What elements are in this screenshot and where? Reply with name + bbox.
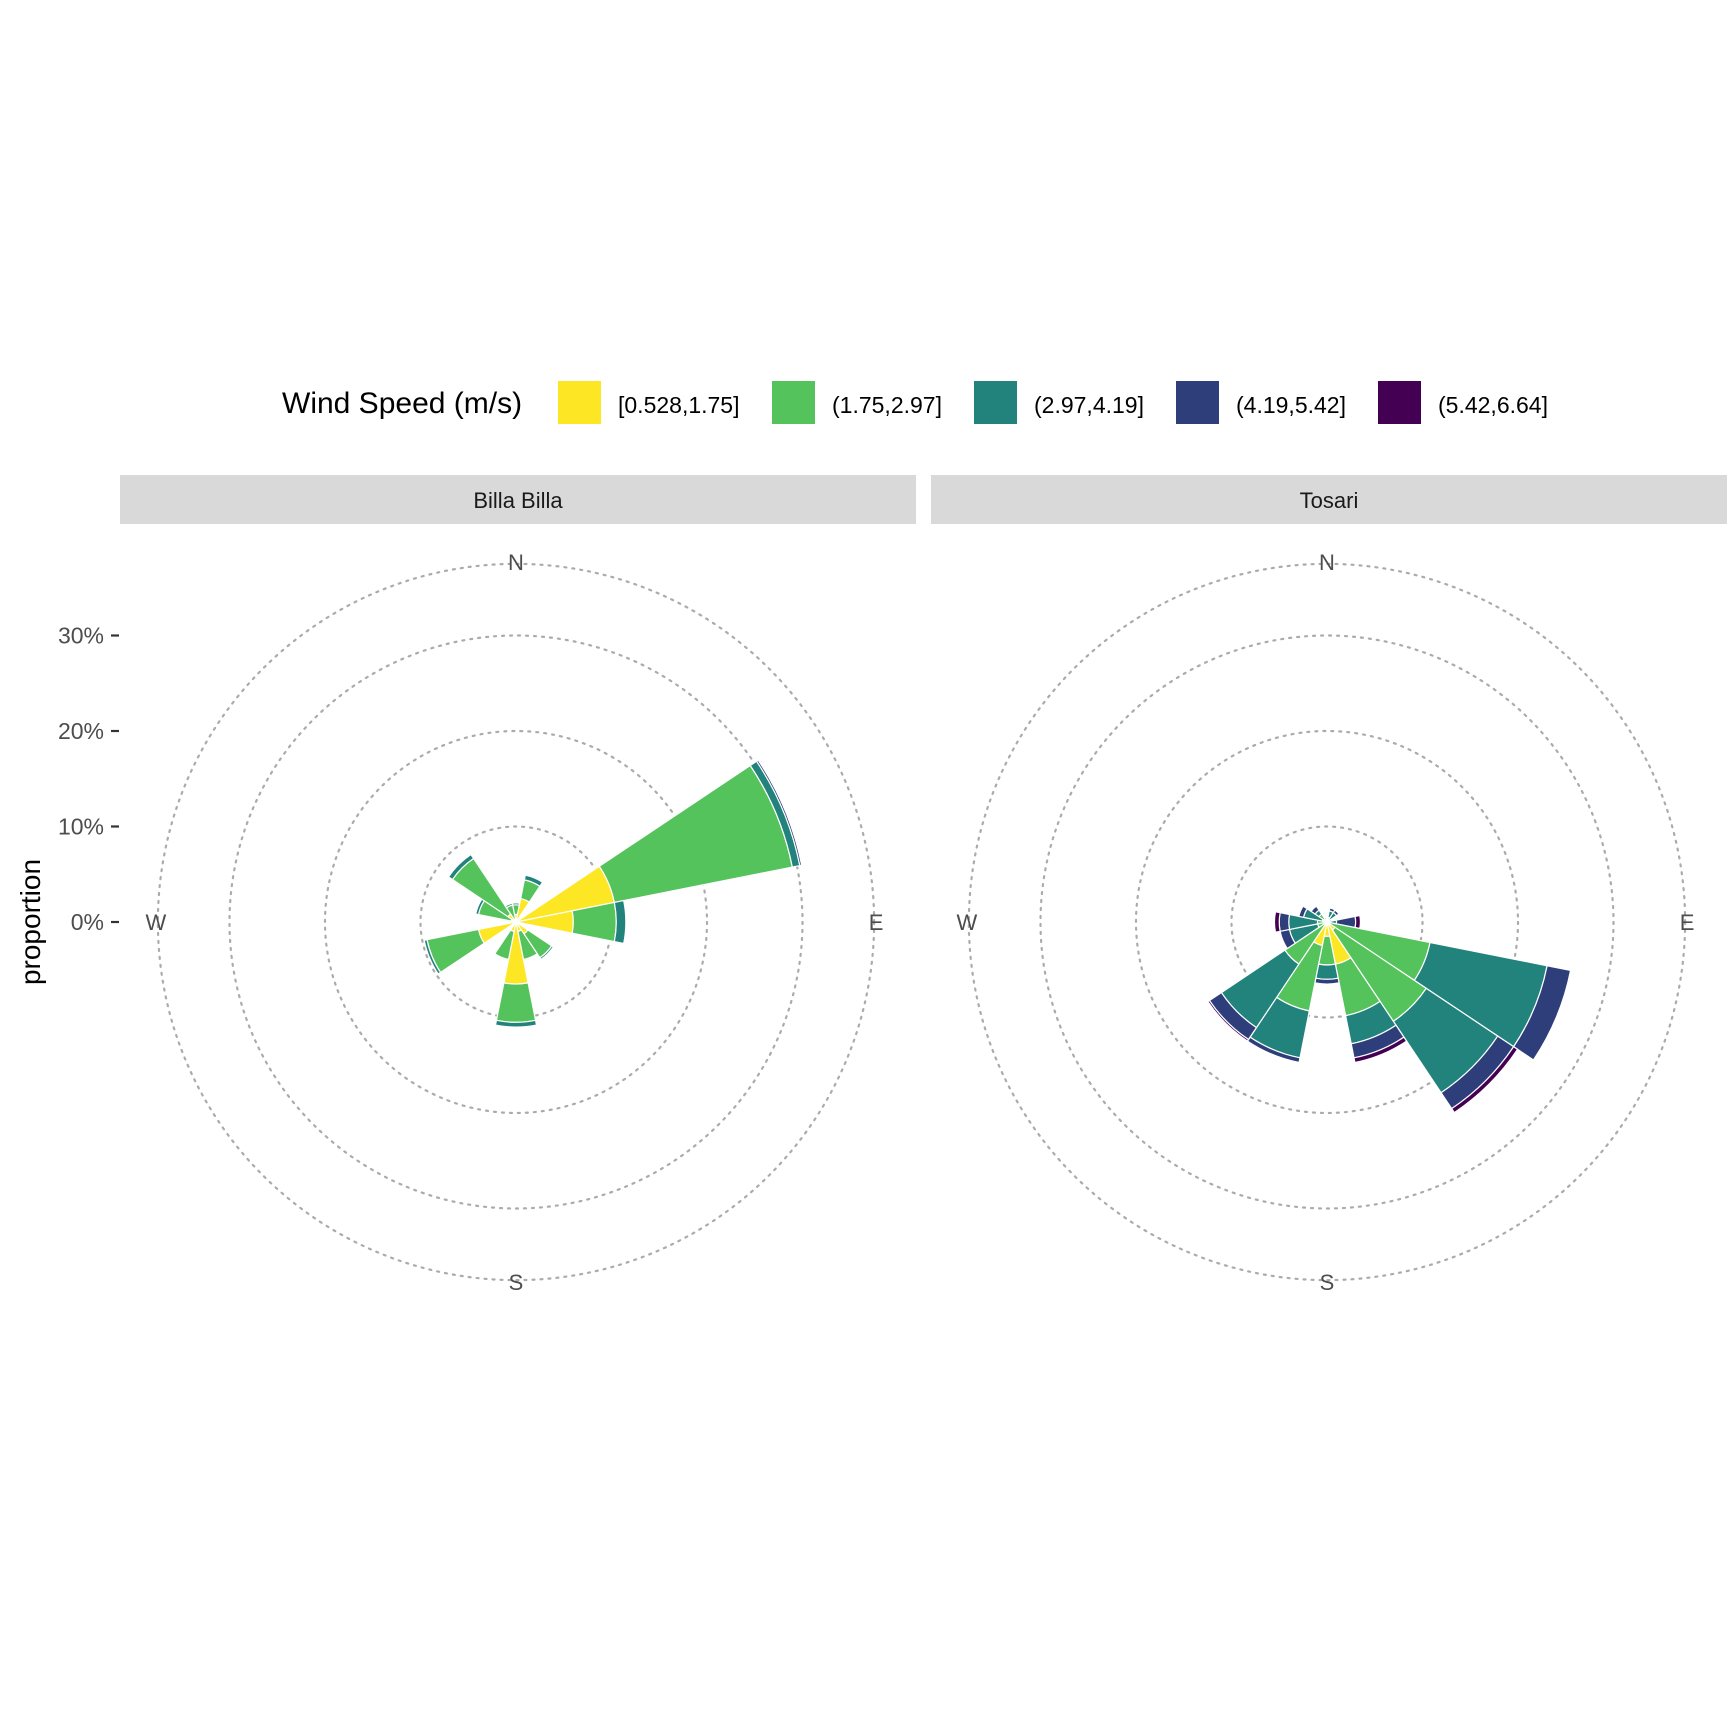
- wind-segment: [1323, 916, 1328, 921]
- y-tick-label: 10%: [58, 814, 104, 840]
- wind-segment: [1354, 914, 1362, 930]
- wind-segment: [1273, 911, 1281, 933]
- facet-panel: Tosari N E S W: [931, 475, 1727, 1295]
- y-tick-label: 0%: [71, 909, 104, 935]
- wind-segment: [423, 938, 442, 975]
- grid-ring: [228, 634, 804, 1210]
- wind-segment: [613, 899, 627, 945]
- grid-ring: [967, 562, 1687, 1282]
- wind-sector: [515, 874, 544, 923]
- wind-sector: [1323, 916, 1328, 923]
- legend-item: (1.75,2.97]: [772, 381, 942, 424]
- wind-sector: [504, 902, 517, 923]
- wind-segment: [504, 902, 514, 909]
- grid-ring: [156, 562, 876, 1282]
- wind-sector: [493, 921, 517, 961]
- wind-sector: [1273, 911, 1328, 933]
- wind-segment: [1353, 1036, 1408, 1064]
- compass-label: E: [1680, 910, 1695, 935]
- y-axis: 0% 10% 20% 30%: [58, 623, 119, 935]
- wind-segment: [493, 929, 515, 961]
- legend-label: [0.528,1.75]: [618, 392, 740, 418]
- wind-segment: [1332, 909, 1340, 917]
- facet-strip: [931, 475, 1727, 524]
- legend: Wind Speed (m/s) [0.528,1.75] (1.75,2.97]…: [282, 381, 1548, 424]
- legend-item: (5.42,6.64]: [1378, 381, 1548, 424]
- compass-label: S: [1320, 1270, 1335, 1295]
- compass-label: N: [1319, 550, 1335, 575]
- wind-segment: [1314, 977, 1340, 985]
- compass-label: S: [509, 1270, 524, 1295]
- y-axis-title: proportion: [15, 859, 46, 985]
- wind-sector: [494, 921, 538, 1028]
- legend-swatch: [974, 381, 1017, 424]
- legend-item: [0.528,1.75]: [558, 381, 740, 424]
- wind-sector: [1326, 921, 1408, 1064]
- wind-segment: [511, 902, 521, 906]
- wind-sector: [1207, 921, 1328, 1042]
- legend-label: (4.19,5.42]: [1236, 392, 1346, 418]
- wind-segment: [447, 853, 475, 881]
- wind-sector: [515, 759, 803, 923]
- grid-ring: [323, 729, 709, 1115]
- legend-swatch: [558, 381, 601, 424]
- compass-label: W: [956, 910, 977, 935]
- wind-sector: [1326, 921, 1572, 1061]
- legend-label: (5.42,6.64]: [1438, 392, 1548, 418]
- legend-item: (4.19,5.42]: [1176, 381, 1346, 424]
- compass-label: E: [869, 910, 884, 935]
- wind-segment: [1450, 1045, 1519, 1114]
- legend-swatch: [1176, 381, 1219, 424]
- grid-ring: [1134, 729, 1520, 1115]
- wind-sector: [1326, 909, 1340, 923]
- facet-panel: Billa Billa N E S W: [120, 475, 916, 1295]
- wind-segment: [523, 874, 544, 888]
- legend-label: (1.75,2.97]: [832, 392, 942, 418]
- wind-segment: [1315, 963, 1339, 980]
- wind-segment: [755, 759, 803, 867]
- legend-label: (2.97,4.19]: [1034, 392, 1144, 418]
- wind-segment: [1298, 905, 1308, 919]
- wind-sector: [1326, 921, 1519, 1114]
- facet-strip-label: Tosari: [1300, 488, 1359, 513]
- wind-sector: [423, 921, 517, 975]
- compass-label: W: [145, 910, 166, 935]
- grid-ring: [1039, 634, 1615, 1210]
- wind-segment: [1278, 911, 1291, 933]
- grid-ring: [1230, 825, 1424, 1019]
- legend-swatch: [772, 381, 815, 424]
- facet-strip-label: Billa Billa: [473, 488, 563, 513]
- legend-swatch: [1378, 381, 1421, 424]
- facet-strip: [120, 475, 916, 524]
- wind-sector: [515, 899, 627, 945]
- compass-label: N: [508, 550, 524, 575]
- wind-sector: [447, 853, 517, 923]
- legend-item: (2.97,4.19]: [974, 381, 1144, 424]
- facet-panels: Billa Billa N E S W Tosari N E S W: [120, 475, 1727, 1295]
- wind-segment: [1310, 905, 1320, 915]
- wind-segment: [494, 1019, 538, 1028]
- wind-segment: [539, 945, 555, 961]
- wind-segment: [495, 982, 537, 1023]
- wind-segment: [1207, 999, 1250, 1042]
- wind-sector: [1279, 921, 1328, 950]
- y-tick-label: 20%: [58, 718, 104, 744]
- y-tick-label: 30%: [58, 623, 104, 649]
- legend-title: Wind Speed (m/s): [282, 387, 522, 420]
